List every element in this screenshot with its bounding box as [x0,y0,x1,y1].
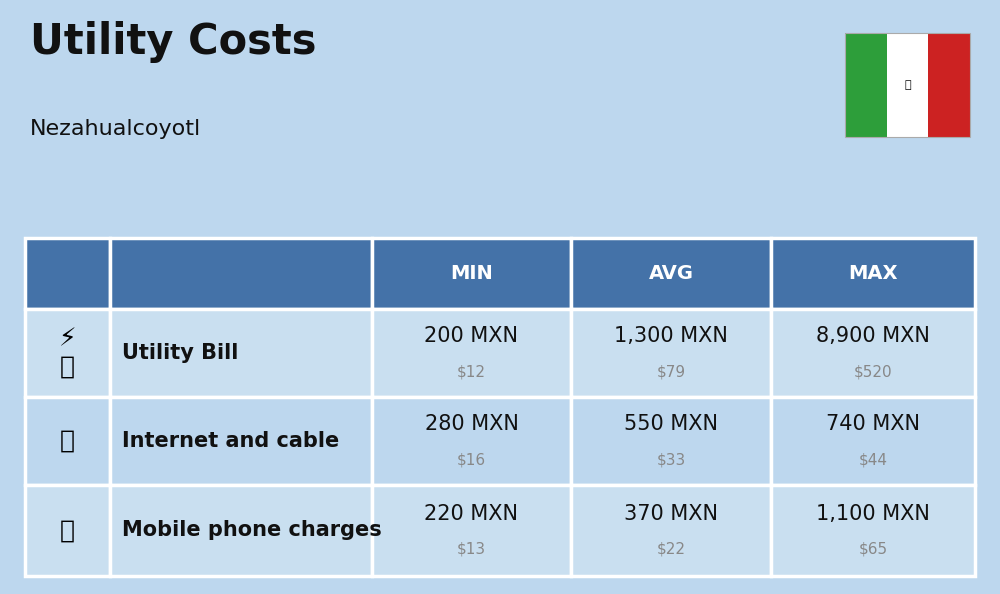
Text: 8,900 MXN: 8,900 MXN [816,326,930,346]
Bar [25,485,110,576]
Bar [372,309,571,397]
Text: 740 MXN: 740 MXN [826,414,920,434]
Bar [110,397,372,485]
Text: Utility Bill: Utility Bill [122,343,239,363]
Text: Nezahualcoyotl: Nezahualcoyotl [30,119,201,139]
Bar [571,397,771,485]
Text: 200 MXN: 200 MXN [424,326,518,346]
Bar [372,238,571,309]
Text: 220 MXN: 220 MXN [424,504,518,524]
Text: $33: $33 [656,452,686,467]
Text: $65: $65 [858,542,887,557]
Bar [25,397,110,485]
Text: MIN: MIN [450,264,493,283]
Bar [571,309,771,397]
Text: Mobile phone charges: Mobile phone charges [122,520,382,541]
Text: $79: $79 [656,364,686,379]
Bar [110,238,372,309]
Bar [571,485,771,576]
Text: $44: $44 [858,452,887,467]
Bar [771,397,975,485]
FancyBboxPatch shape [887,33,928,137]
Text: $12: $12 [457,364,486,379]
FancyBboxPatch shape [845,33,887,137]
Bar [110,309,372,397]
Text: 370 MXN: 370 MXN [624,504,718,524]
Text: 📱: 📱 [60,519,75,542]
FancyBboxPatch shape [928,33,970,137]
Text: $13: $13 [457,542,486,557]
Bar [771,309,975,397]
Bar [771,485,975,576]
Bar [110,485,372,576]
Bar [372,397,571,485]
Text: ⚡
🔧: ⚡ 🔧 [59,327,76,378]
Text: 1,100 MXN: 1,100 MXN [816,504,930,524]
Text: $520: $520 [854,364,892,379]
Text: 🦅: 🦅 [904,80,911,90]
Text: 1,300 MXN: 1,300 MXN [614,326,728,346]
Text: 550 MXN: 550 MXN [624,414,718,434]
Text: $22: $22 [656,542,685,557]
Bar [372,485,571,576]
Bar [25,238,110,309]
Bar [25,309,110,397]
Text: AVG: AVG [648,264,693,283]
Text: 280 MXN: 280 MXN [425,414,518,434]
Text: Utility Costs: Utility Costs [30,21,316,63]
Bar [771,238,975,309]
Text: MAX: MAX [848,264,898,283]
Bar [571,238,771,309]
Text: 📡: 📡 [60,429,75,453]
Text: $16: $16 [457,452,486,467]
Text: Internet and cable: Internet and cable [122,431,340,451]
